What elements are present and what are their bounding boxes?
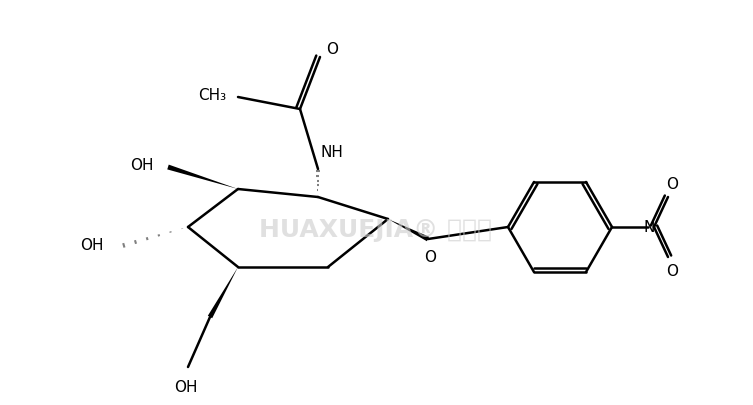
Text: HUAXUEJIA® 化学加: HUAXUEJIA® 化学加 xyxy=(260,217,492,241)
Text: OH: OH xyxy=(174,379,198,394)
Polygon shape xyxy=(388,220,429,242)
Text: O: O xyxy=(326,43,338,58)
Text: OH: OH xyxy=(130,158,154,173)
Polygon shape xyxy=(208,267,238,318)
Text: OH: OH xyxy=(81,238,104,253)
Text: NH: NH xyxy=(321,145,344,160)
Text: CH₃: CH₃ xyxy=(198,88,226,103)
Text: O: O xyxy=(424,249,436,264)
Text: O: O xyxy=(666,263,678,278)
Text: O: O xyxy=(666,177,678,192)
Text: N: N xyxy=(643,220,654,235)
Polygon shape xyxy=(167,165,238,190)
